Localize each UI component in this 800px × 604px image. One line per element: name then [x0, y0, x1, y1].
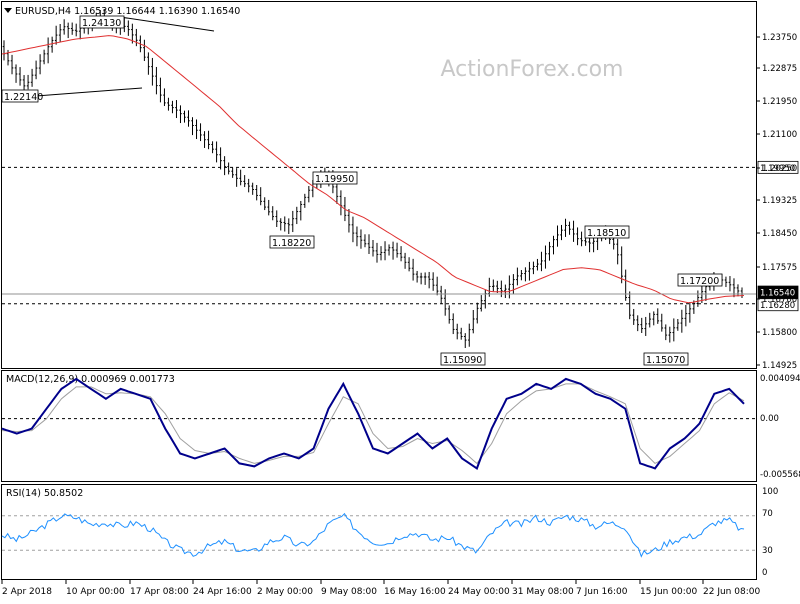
price-annotation-label: 1.22140 [4, 92, 43, 103]
time-axis-label: 10 Apr 00:00 [66, 587, 125, 597]
level-price-box [757, 160, 799, 174]
rsi-axis-label: 70 [762, 509, 773, 519]
time-axis-label: 31 May 08:00 [512, 587, 574, 597]
price-annotation-box [312, 171, 358, 185]
price-annotation-label: 1.24130 [82, 18, 121, 29]
price-annotation-box [677, 273, 723, 287]
price-annotation-label: 1.15090 [443, 355, 482, 366]
level-price-label: 1.16540 [760, 289, 795, 299]
price-axis-label: 1.16700 [762, 295, 797, 305]
price-axis-label: 1.18450 [762, 229, 797, 239]
moving-average-line [1, 35, 745, 304]
rsi-axis-label: 30 [762, 546, 773, 556]
rsi-axis-label: 100 [762, 487, 778, 497]
trend-line-lower [35, 87, 143, 97]
price-annotation-label: 1.19950 [315, 174, 354, 185]
price-annotation-label: 1.18510 [587, 228, 626, 239]
price-annotation-box [79, 15, 125, 29]
time-axis-label: 15 Jun 00:00 [640, 587, 697, 597]
price-annotation-label: 1.17200 [680, 276, 719, 287]
price-annotation-box [1, 89, 39, 103]
price-candles [2, 8, 744, 349]
price-axis-label: 1.21950 [762, 97, 797, 107]
price-axis-label: 1.21100 [762, 130, 797, 140]
price-axis-label: 1.22875 [762, 64, 797, 74]
price-axis-label: 1.17575 [762, 263, 797, 273]
axes: 1.23750 1.22875 1.21950 1.21100 1.20250 1.193… [1, 33, 800, 597]
level-price-box [757, 298, 799, 312]
price-annotation-box [643, 352, 689, 366]
price-panel-frame [1, 1, 757, 369]
price-annotation-label: 1.15070 [646, 355, 685, 366]
price-overlays: 1.19950 1.16280 1.16540 1.24130 1.22140 1.199… [1, 15, 799, 366]
price-axis-label: 1.23750 [762, 33, 797, 43]
macd-title: MACD(12,26,9) 0.000969 0.001773 [6, 374, 175, 385]
price-axis-label: 1.15800 [762, 328, 797, 338]
price-annotation-box [440, 352, 486, 366]
time-axis-label: 22 Jun 08:00 [703, 587, 760, 597]
macd-axis-label: -0.005568 [760, 470, 800, 480]
macd-panel-frame [1, 370, 757, 482]
price-axis-label: 1.20250 [762, 164, 797, 174]
level-price-box [757, 285, 799, 299]
triangle-down-icon[interactable] [4, 8, 12, 13]
watermark: ActionForex.com [441, 57, 624, 82]
symbol-header: EURUSD,H4 1.16539 1.16644 1.16390 1.1654… [15, 6, 240, 17]
level-price-label: 1.19950 [760, 164, 795, 174]
macd-lines [1, 377, 756, 470]
price-annotation-box [269, 235, 315, 249]
time-axis-label: 9 May 08:00 [321, 587, 377, 597]
rsi-line [1, 512, 745, 558]
time-axis-label: 7 Jun 16:00 [576, 587, 628, 597]
price-annotation-label: 1.18220 [272, 238, 311, 249]
time-axis-label: 2 Apr 2018 [2, 587, 52, 597]
time-axis-label: 17 Apr 08:00 [130, 587, 189, 597]
price-axis-label: 1.14925 [762, 361, 797, 371]
macd_signal-line [1, 383, 745, 465]
price-axis-label: 1.19325 [762, 196, 797, 206]
macd_main-line [1, 377, 745, 470]
time-axis-label: 24 Apr 16:00 [193, 587, 252, 597]
rsi-panel-frame [1, 484, 757, 580]
level-price-label: 1.16280 [760, 301, 795, 311]
macd-axis-label: 0.004094 [760, 374, 800, 384]
time-axis-label: 2 May 00:00 [257, 587, 313, 597]
rsi-title: RSI(14) 50.8502 [6, 488, 83, 499]
rsi-axis-label: 0 [762, 568, 767, 578]
rsi-lines [1, 512, 756, 558]
price-annotation-box [584, 225, 630, 239]
time-axis-label: 24 May 00:00 [448, 587, 510, 597]
time-axis-label: 16 May 16:00 [384, 587, 446, 597]
trend-line-upper [119, 16, 215, 32]
macd-axis-label: 0.00 [760, 414, 779, 424]
